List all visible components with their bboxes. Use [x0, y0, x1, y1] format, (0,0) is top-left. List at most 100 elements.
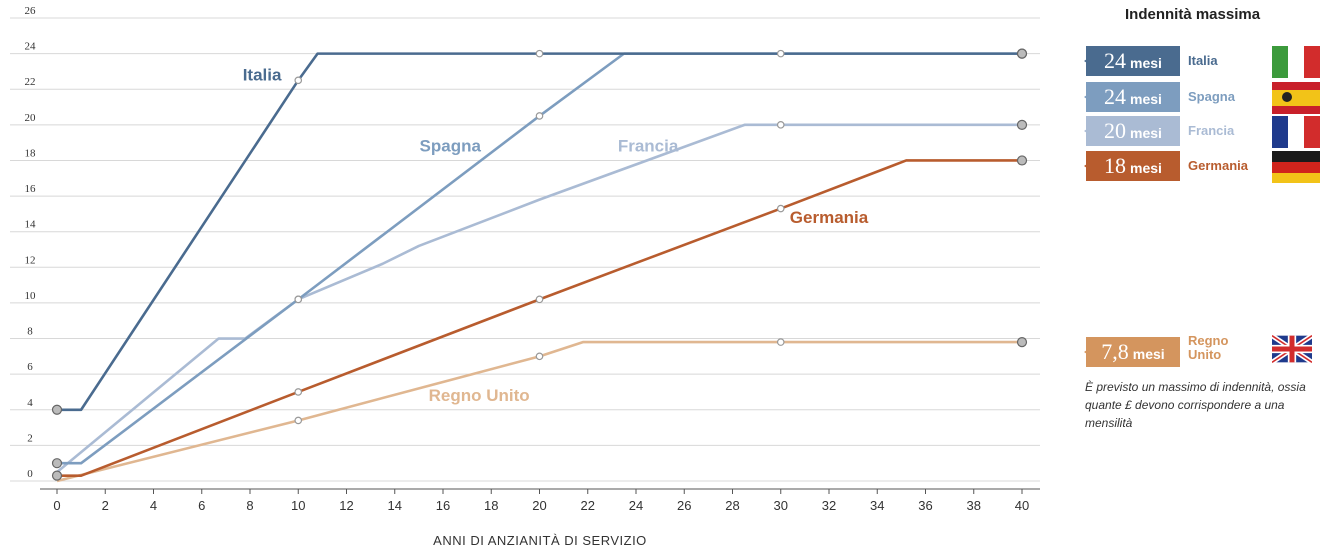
data-point-regno-unito	[776, 338, 785, 346]
legend-item-italia: 24 mesi Italia	[1082, 46, 1331, 78]
x-tick-label: 38	[967, 498, 981, 513]
series-label-germania: Germania	[790, 208, 869, 227]
data-point-spagna	[1016, 48, 1028, 59]
x-tick-label: 28	[725, 498, 739, 513]
x-tick-label: 26	[677, 498, 691, 513]
y-tick-label: 4	[27, 397, 33, 409]
y-tick-label: 26	[25, 5, 37, 17]
y-tick-label: 20	[25, 112, 37, 124]
data-point-germania	[51, 470, 63, 481]
legend-value: 7,8	[1101, 339, 1129, 364]
legend-unit: mesi	[1130, 91, 1162, 107]
data-point-germania	[1016, 155, 1028, 166]
legend-country: Spagna	[1188, 89, 1235, 104]
y-tick-label: 10	[25, 290, 37, 302]
legend-value: 20	[1104, 118, 1127, 143]
data-point-francia	[294, 295, 303, 304]
data-point-spagna	[51, 458, 63, 469]
y-tick-label: 0	[27, 468, 33, 480]
series-line-regno-unito	[56, 340, 1022, 483]
germany-flag-icon	[1272, 151, 1320, 183]
legend-note: È previsto un massimo di indennità, ossi…	[1085, 380, 1306, 430]
x-tick-label: 16	[436, 498, 450, 513]
data-point-spagna	[535, 49, 544, 58]
legend-unit: mesi	[1130, 55, 1162, 71]
x-tick-label: 30	[774, 498, 788, 513]
x-tick-label: 2	[102, 498, 109, 513]
italy-flag-icon	[1272, 46, 1320, 78]
data-point-regno-unito	[294, 416, 303, 425]
x-tick-label: 22	[581, 498, 595, 513]
legend-panel: Indennità massima 24 mesi Italia 24 mesi…	[1082, 0, 1331, 549]
data-point-italia	[294, 76, 303, 85]
spain-flag-icon	[1272, 82, 1320, 114]
x-axis-ticks: 0 2 4 6 8 10 12 14 16 18 20 22 24 26 28 30 32 34 36 38 40	[53, 489, 1029, 513]
x-tick-label: 14	[388, 498, 402, 513]
series-label-italia: Italia	[243, 65, 282, 84]
legend-value: 24	[1104, 48, 1127, 73]
legend-item-francia: 20 mesi Francia	[1082, 116, 1331, 148]
x-tick-label: 6	[198, 498, 205, 513]
data-point-germania	[294, 388, 303, 396]
x-tick-label: 34	[870, 498, 884, 513]
series-label-spagna: Spagna	[420, 137, 482, 156]
x-tick-label: 36	[918, 498, 932, 513]
data-point-germania	[535, 295, 544, 304]
legend-value: 24	[1104, 84, 1127, 109]
data-point-francia	[776, 121, 785, 129]
x-tick-label: 8	[246, 498, 253, 513]
legend-country: Germania	[1188, 158, 1248, 173]
legend-country: Francia	[1188, 123, 1235, 138]
series-label-francia: Francia	[618, 137, 679, 156]
data-point-francia	[1016, 119, 1028, 130]
legend-item-regno-unito: 7,8 mesi	[1082, 333, 1331, 367]
legend-country: Italia	[1188, 53, 1218, 68]
y-tick-label: 6	[27, 361, 33, 373]
x-tick-label: 10	[291, 498, 305, 513]
data-point-italia	[51, 404, 63, 415]
series-line-germania	[57, 159, 1022, 477]
legend-country: Regno Unito	[1188, 334, 1228, 362]
legend-badge: 18 mesi	[1084, 151, 1180, 181]
series-labels: Italia Spagna Francia Germania Regno Unito	[243, 65, 869, 405]
x-tick-label: 18	[484, 498, 498, 513]
x-tick-label: 32	[822, 498, 836, 513]
y-tick-label: 14	[25, 219, 37, 231]
france-flag-icon	[1272, 116, 1320, 148]
grid-lines	[10, 17, 1040, 490]
legend-badge: 7,8 mesi	[1084, 337, 1180, 367]
legend-value: 18	[1104, 153, 1127, 178]
x-tick-label: 12	[339, 498, 353, 513]
legend-badge: 24 mesi	[1084, 46, 1180, 76]
legend-country-line2: Unito	[1188, 347, 1222, 362]
x-tick-label: 20	[532, 498, 546, 513]
legend-country-line1: Regno	[1188, 333, 1229, 348]
data-point-regno-unito	[535, 352, 544, 361]
y-tick-label: 22	[25, 76, 36, 88]
y-tick-label: 24	[25, 41, 37, 53]
data-point-spagna	[776, 49, 785, 58]
y-tick-label: 16	[25, 183, 37, 195]
y-tick-label: 2	[27, 432, 33, 444]
y-tick-label: 18	[25, 147, 37, 159]
legend-badge: 24 mesi	[1084, 82, 1180, 112]
legend-title: Indennità massima	[1125, 6, 1261, 23]
y-tick-label: 12	[25, 254, 36, 266]
y-tick-label: 8	[27, 326, 33, 338]
series-line-francia	[56, 123, 1022, 474]
x-tick-label: 24	[629, 498, 643, 513]
uk-flag-icon	[1272, 333, 1312, 365]
legend-unit: mesi	[1132, 346, 1165, 362]
data-point-regno-unito	[1016, 337, 1028, 348]
x-axis-label: ANNI DI ANZIANITÀ DI SERVIZIO	[433, 533, 647, 548]
legend-item-germania: 18 mesi Germania	[1082, 151, 1331, 183]
legend-badge: 20 mesi	[1084, 116, 1180, 146]
data-point-spagna	[535, 112, 544, 120]
legend-unit: mesi	[1130, 160, 1162, 176]
data-point-germania	[776, 204, 785, 213]
series-markers	[51, 48, 1028, 481]
x-tick-label: 40	[1015, 498, 1029, 513]
x-tick-label: 4	[150, 498, 157, 513]
